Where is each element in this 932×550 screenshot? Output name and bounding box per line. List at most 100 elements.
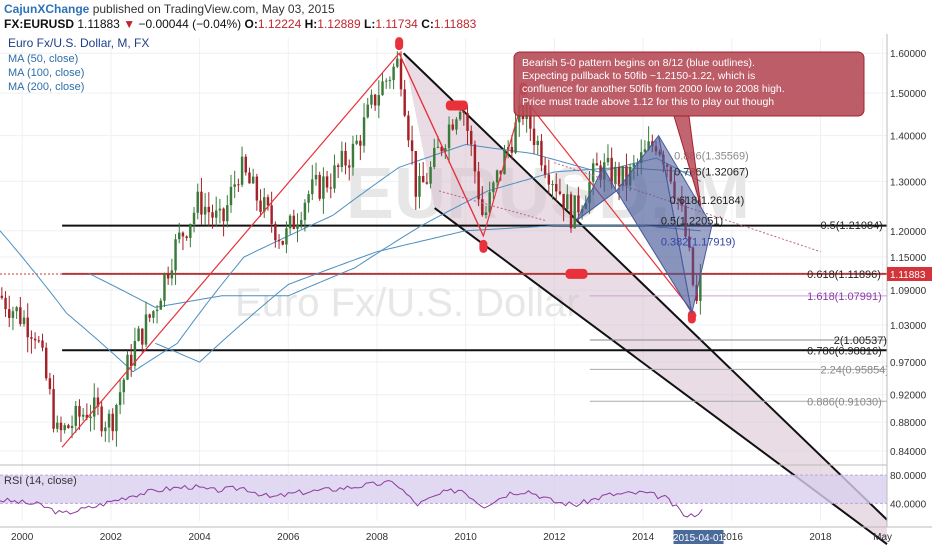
candle-body bbox=[0, 295, 4, 298]
candle-body bbox=[699, 274, 702, 301]
candle-body bbox=[240, 156, 244, 185]
down-arrow-icon: ▼ bbox=[123, 17, 136, 31]
price-tick-label: 1.09000 bbox=[890, 286, 927, 297]
publisher-line: CajunXChange published on TradingView.co… bbox=[4, 2, 335, 16]
red-line-xa bbox=[398, 52, 484, 237]
candle-body bbox=[222, 208, 225, 222]
candle-body bbox=[625, 166, 628, 186]
candle-body bbox=[107, 413, 111, 428]
fib-label: 0.5(1.21084) bbox=[820, 220, 882, 232]
last-price: 1.11883 bbox=[77, 17, 120, 31]
candle-body bbox=[458, 111, 462, 120]
high-label: H: bbox=[304, 17, 318, 31]
candle-body bbox=[285, 228, 288, 245]
candle-body bbox=[614, 166, 617, 185]
time-tick-label: 2008 bbox=[366, 532, 389, 543]
price-tick-label: 1.03000 bbox=[890, 321, 927, 332]
candle-body bbox=[19, 307, 22, 324]
time-tick-label: 2018 bbox=[809, 532, 832, 543]
candle-body bbox=[532, 128, 536, 146]
symbol-name[interactable]: FX:EURUSD bbox=[4, 17, 75, 31]
candle-body bbox=[155, 309, 159, 312]
candle-body bbox=[229, 186, 233, 206]
candle-body bbox=[355, 140, 358, 144]
candle-body bbox=[78, 405, 81, 417]
time-tick-label: 2000 bbox=[11, 532, 34, 543]
callout-box bbox=[513, 51, 865, 117]
candle-body bbox=[122, 379, 126, 393]
candle-body bbox=[440, 146, 443, 152]
candle-body bbox=[214, 210, 218, 218]
candle-body bbox=[418, 175, 421, 197]
candle-body bbox=[632, 163, 636, 167]
candle-body bbox=[529, 104, 532, 129]
time-tick-label: 2016 bbox=[721, 532, 744, 543]
time-tick-label: 2014 bbox=[632, 532, 655, 543]
candle-body bbox=[384, 80, 388, 82]
candle-body bbox=[381, 81, 384, 96]
candle-body bbox=[118, 392, 122, 406]
fib-label: 0.618(1.11896) bbox=[807, 269, 881, 281]
candle-body bbox=[170, 270, 174, 279]
candle-body bbox=[340, 150, 344, 167]
callout-text: Bearish 5-0 pattern begins on 8/12 (blue… bbox=[522, 57, 785, 108]
candle-body bbox=[373, 94, 377, 106]
candle-body bbox=[377, 95, 381, 106]
candle-body bbox=[33, 338, 37, 341]
channel-upper-line bbox=[402, 52, 888, 521]
dotted-projection-line bbox=[438, 190, 546, 222]
candle-body bbox=[211, 212, 214, 218]
candle-body bbox=[540, 140, 543, 166]
ma-50-line bbox=[0, 143, 701, 373]
time-tick-label: May bbox=[873, 532, 892, 543]
candle-body bbox=[48, 378, 52, 390]
candle-body bbox=[4, 297, 7, 310]
candle-body bbox=[41, 340, 44, 348]
candle-body bbox=[348, 165, 351, 168]
candle-body bbox=[299, 220, 303, 225]
candle-body bbox=[466, 113, 469, 131]
author-link[interactable]: CajunXChange bbox=[4, 2, 90, 16]
candle-body bbox=[26, 317, 29, 338]
candle-body bbox=[207, 206, 211, 213]
pattern-marker bbox=[445, 100, 468, 111]
candle-body bbox=[141, 328, 144, 345]
time-tick-label: 2002 bbox=[100, 532, 123, 543]
candle-body bbox=[536, 140, 539, 146]
candle-body bbox=[85, 414, 89, 419]
candle-body bbox=[610, 157, 613, 185]
candle-body bbox=[237, 184, 240, 186]
candle-body bbox=[181, 232, 185, 237]
candle-body bbox=[30, 337, 33, 339]
candle-body bbox=[233, 184, 236, 187]
candle-body bbox=[414, 151, 418, 197]
candle-body bbox=[281, 241, 284, 245]
candle-body bbox=[547, 174, 551, 185]
candle-body bbox=[166, 273, 170, 279]
candle-body bbox=[251, 176, 255, 184]
time-tick-label: 2006 bbox=[277, 532, 300, 543]
candle-body bbox=[329, 187, 332, 189]
candle-body bbox=[362, 117, 366, 146]
candle-body bbox=[8, 309, 11, 318]
candle-body bbox=[336, 165, 340, 167]
price-tick-label: 0.97000 bbox=[890, 358, 927, 369]
price-tick-label: 1.20000 bbox=[890, 227, 927, 238]
fib-label: 0.618(1.26184) bbox=[670, 195, 745, 207]
candle-body bbox=[67, 425, 70, 429]
candle-body bbox=[407, 115, 410, 141]
candle-body bbox=[495, 170, 499, 183]
candle-body bbox=[11, 311, 15, 318]
candle-body bbox=[433, 147, 436, 167]
candle-body bbox=[89, 416, 92, 419]
price-tag-box bbox=[887, 266, 932, 281]
rsi-label: RSI (14, close) bbox=[4, 475, 77, 487]
low-label: L: bbox=[364, 17, 376, 31]
candle-body bbox=[178, 232, 181, 240]
candle-body bbox=[126, 354, 129, 380]
candle-body bbox=[96, 397, 100, 407]
price-tick-label: 1.30000 bbox=[890, 177, 927, 188]
candle-body bbox=[70, 425, 74, 429]
fib-label: 2.24(0.95854) bbox=[820, 364, 889, 376]
